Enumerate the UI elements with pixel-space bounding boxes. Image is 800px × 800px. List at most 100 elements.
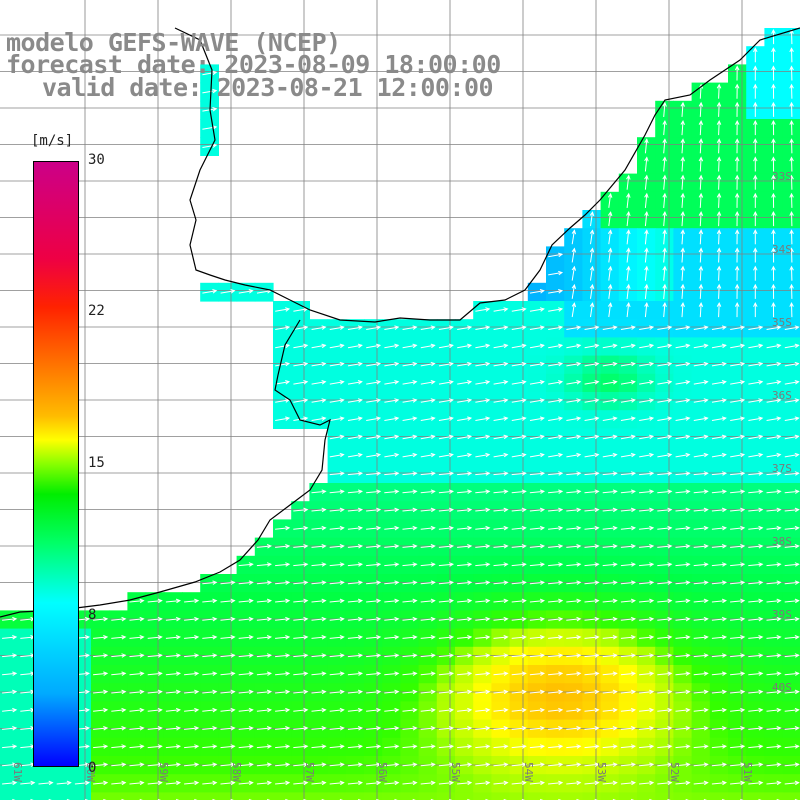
wind-arrow	[584, 616, 600, 622]
wind-arrow	[457, 507, 473, 513]
wind-arrow	[420, 580, 436, 585]
wind-arrow	[716, 174, 722, 190]
wind-speed-cell	[655, 792, 674, 800]
wind-arrow	[220, 744, 236, 749]
wind-arrow	[753, 174, 758, 190]
wind-arrow	[766, 689, 782, 695]
wind-speed-cell	[163, 792, 183, 800]
wind-arrow	[420, 671, 436, 676]
wind-arrow	[693, 616, 709, 622]
wind-arrow	[457, 525, 473, 531]
wind-arrow	[220, 780, 236, 786]
wind-arrow	[734, 210, 740, 227]
wind-arrow	[748, 635, 764, 640]
wind-arrow	[347, 744, 364, 749]
wind-arrow	[662, 283, 667, 299]
wind-arrow	[730, 562, 746, 567]
wind-arrow	[662, 101, 667, 117]
wind-arrow	[420, 325, 436, 330]
wind-arrow	[584, 398, 600, 403]
wind-arrow	[711, 616, 728, 622]
wind-arrow	[402, 744, 418, 749]
wind-arrow	[438, 525, 455, 531]
wind-arrow	[402, 434, 418, 440]
wind-arrow	[529, 671, 546, 676]
wind-arrow	[716, 283, 722, 299]
wind-arrow	[438, 689, 455, 695]
wind-arrow	[220, 616, 236, 622]
wind-arrow	[347, 580, 364, 585]
wind-arrow	[711, 726, 728, 731]
wind-arrow	[566, 762, 582, 767]
wind-arrow	[529, 380, 545, 385]
wind-arrow	[511, 744, 527, 749]
wind-arrow	[730, 452, 746, 458]
wind-arrow	[657, 744, 673, 749]
wind-arrow	[475, 307, 491, 312]
wind-arrow	[2, 744, 18, 749]
wind-arrow	[493, 598, 509, 604]
wind-arrow	[730, 434, 746, 440]
wind-arrow	[753, 101, 758, 117]
wind-arrow	[693, 380, 709, 385]
wind-speed-cell	[54, 792, 74, 800]
wind-arrow	[420, 489, 436, 494]
wind-arrow	[602, 653, 618, 658]
wind-arrow	[639, 744, 655, 749]
wind-arrow	[566, 398, 582, 403]
wind-arrow	[602, 707, 618, 713]
wind-arrow	[766, 653, 782, 658]
wind-arrow	[716, 156, 722, 172]
wind-arrow	[165, 653, 182, 658]
wind-arrow	[657, 762, 673, 767]
wind-arrow	[384, 762, 400, 767]
wind-arrow	[438, 762, 455, 767]
wind-arrow	[329, 562, 345, 567]
wind-arrow	[202, 635, 218, 640]
wind-arrow	[147, 762, 163, 767]
wind-arrow	[620, 653, 637, 658]
wind-arrow	[607, 211, 613, 227]
wind-arrow	[384, 562, 400, 567]
wind-arrow	[402, 507, 418, 513]
wind-arrow	[711, 325, 727, 330]
wind-arrow	[438, 343, 454, 349]
wind-arrow	[607, 265, 613, 281]
wind-arrow	[475, 471, 491, 476]
wind-arrow	[711, 707, 728, 713]
wind-arrow	[311, 325, 327, 330]
wind-arrow	[511, 562, 527, 567]
wind-arrow	[711, 671, 728, 676]
wind-arrow	[493, 525, 509, 531]
wind-arrow	[529, 762, 546, 767]
wind-arrow	[366, 507, 382, 513]
wind-arrow	[311, 544, 327, 549]
wind-arrow	[789, 138, 794, 154]
wind-arrow	[584, 671, 600, 676]
wind-arrow	[753, 210, 758, 227]
wind-arrow	[602, 434, 618, 440]
wind-arrow	[639, 489, 655, 494]
wind-arrow	[366, 780, 382, 786]
wind-arrow	[766, 744, 782, 749]
wind-arrow	[438, 416, 454, 421]
wind-arrow	[766, 544, 782, 549]
wind-arrow	[511, 544, 527, 549]
wind-arrow	[680, 192, 685, 208]
wind-arrow	[311, 361, 327, 367]
wind-speed-cell	[364, 792, 383, 800]
wind-arrow	[529, 580, 546, 585]
wind-arrow	[711, 689, 728, 695]
wind-arrow	[111, 671, 127, 676]
wind-arrow	[789, 247, 794, 263]
wind-arrow	[675, 744, 691, 749]
wind-arrow	[529, 525, 546, 531]
wind-arrow	[402, 343, 418, 349]
wind-arrow	[748, 434, 764, 440]
wind-arrow	[475, 416, 491, 421]
wind-arrow	[475, 689, 491, 695]
wind-arrow	[493, 707, 509, 713]
wind-arrow	[748, 525, 764, 531]
wind-arrow	[748, 616, 764, 622]
wind-arrow	[384, 325, 400, 330]
